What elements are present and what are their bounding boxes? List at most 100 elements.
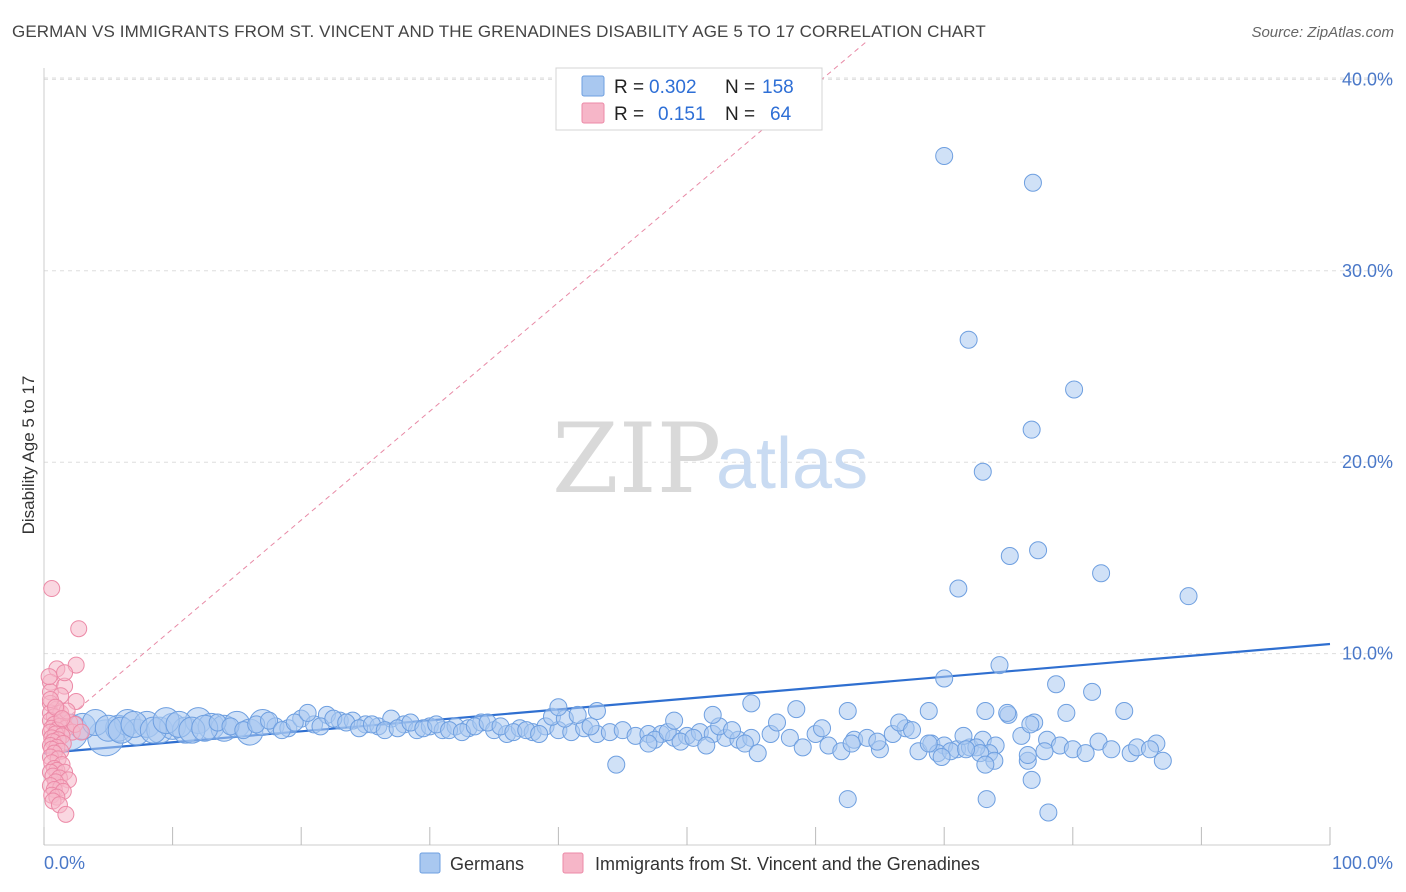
germans-point — [1000, 546, 1019, 565]
immigrants-point — [40, 668, 58, 686]
y-tick-label: 10.0% — [1342, 644, 1393, 664]
germans-point — [903, 721, 922, 740]
germans-point — [959, 330, 978, 349]
immigrants-point — [57, 805, 75, 823]
germans-point — [935, 669, 954, 688]
germans-point — [723, 721, 742, 740]
germans-point — [549, 698, 568, 717]
germans-point — [665, 711, 684, 730]
germans-point — [607, 755, 626, 774]
germans-point — [1083, 682, 1102, 701]
germans-point — [990, 656, 1009, 675]
germans-point — [1035, 742, 1054, 761]
immigrants-point — [56, 664, 74, 682]
germans-point — [1029, 541, 1048, 560]
germans-point — [868, 732, 887, 751]
trend-lines — [43, 40, 1331, 755]
germans-point — [298, 703, 317, 722]
germans-point — [260, 711, 279, 730]
germans-point — [780, 728, 799, 747]
y-axis-title: Disability Age 5 to 17 — [19, 376, 38, 535]
germans-point — [976, 755, 995, 774]
germans-point — [748, 744, 767, 763]
germans-point — [1047, 675, 1066, 694]
immigrants-point — [53, 710, 71, 728]
bottom-legend-label-germans: Germans — [450, 854, 524, 874]
germans-point — [1092, 564, 1111, 583]
germans-points — [51, 146, 1198, 822]
legend-r-value: 0.302 — [649, 77, 697, 98]
germans-point — [1039, 803, 1058, 822]
germans-point — [1022, 770, 1041, 789]
germans-point — [998, 703, 1017, 722]
germans-point — [1023, 173, 1042, 192]
germans-point — [919, 734, 938, 753]
germans-point — [813, 719, 832, 738]
germans-point — [1115, 702, 1134, 721]
legend-r-value: 0.151 — [658, 104, 706, 125]
immigrants-points — [40, 580, 90, 823]
germans-point — [1102, 740, 1121, 759]
legend-n-value: 64 — [770, 104, 792, 125]
germans-point — [697, 736, 716, 755]
legend: R = 0.302 N = 158 R = 0.151 N = 64 — [555, 67, 823, 131]
germans-point — [568, 705, 587, 724]
germans-point — [949, 579, 968, 598]
germans-point — [838, 702, 857, 721]
germans-point — [742, 694, 761, 713]
germans-point — [976, 702, 995, 721]
watermark-atlas: atlas — [716, 424, 868, 504]
germans-point — [703, 705, 722, 724]
y-tick-labels: 10.0% 20.0% 30.0% 40.0% — [1342, 69, 1393, 663]
germans-point — [919, 702, 938, 721]
germans-point — [1057, 703, 1076, 722]
germans-point — [838, 790, 857, 809]
y-tick-label: 30.0% — [1342, 261, 1393, 281]
legend-swatch-germans — [581, 75, 605, 97]
y-tick-label: 20.0% — [1342, 452, 1393, 472]
legend-r-label: R = — [614, 77, 644, 98]
germans-point — [639, 734, 658, 753]
germans-point — [1153, 751, 1172, 770]
germans-point — [842, 734, 861, 753]
germans-point — [935, 146, 954, 165]
germans-point — [932, 747, 951, 766]
germans-point — [977, 790, 996, 809]
bottom-legend-swatch-germans — [419, 852, 441, 874]
legend-r-label: R = — [614, 104, 644, 125]
germans-point — [973, 462, 992, 481]
immigrants-point — [72, 723, 90, 741]
x-tick-labels: 0.0% 100.0% — [44, 853, 1393, 873]
immigrants-point — [43, 580, 61, 598]
bottom-legend: Germans Immigrants from St. Vincent and … — [419, 852, 980, 874]
legend-swatch-immigrants — [581, 102, 605, 124]
germans-point — [957, 740, 976, 759]
germans-point — [1140, 740, 1159, 759]
germans-point — [793, 738, 812, 757]
germans-point — [1018, 746, 1037, 765]
legend-n-label: N = — [725, 77, 755, 98]
germans-point — [587, 702, 606, 721]
bottom-legend-label-immigrants: Immigrants from St. Vincent and the Gren… — [595, 854, 980, 874]
germans-point — [735, 734, 754, 753]
germans-point — [285, 713, 304, 732]
x-tick-label: 100.0% — [1332, 853, 1393, 873]
immigrants-trend-line — [43, 40, 868, 739]
germans-point — [1022, 420, 1041, 439]
germans-point — [1076, 744, 1095, 763]
germans-point — [787, 700, 806, 719]
x-tick-label: 0.0% — [44, 853, 85, 873]
source-label: Source: ZipAtlas.com — [1251, 24, 1394, 41]
chart-title: GERMAN VS IMMIGRANTS FROM ST. VINCENT AN… — [12, 22, 986, 41]
watermark-zip: ZIP — [552, 403, 721, 515]
germans-point — [1179, 587, 1198, 606]
legend-n-value: 158 — [762, 77, 794, 98]
germans-point — [581, 717, 600, 736]
germans-point — [768, 713, 787, 732]
legend-n-label: N = — [725, 104, 755, 125]
germans-point — [530, 724, 549, 743]
germans-point — [1065, 380, 1084, 399]
watermark: ZIP atlas — [552, 403, 868, 515]
bottom-legend-swatch-immigrants — [562, 852, 584, 874]
